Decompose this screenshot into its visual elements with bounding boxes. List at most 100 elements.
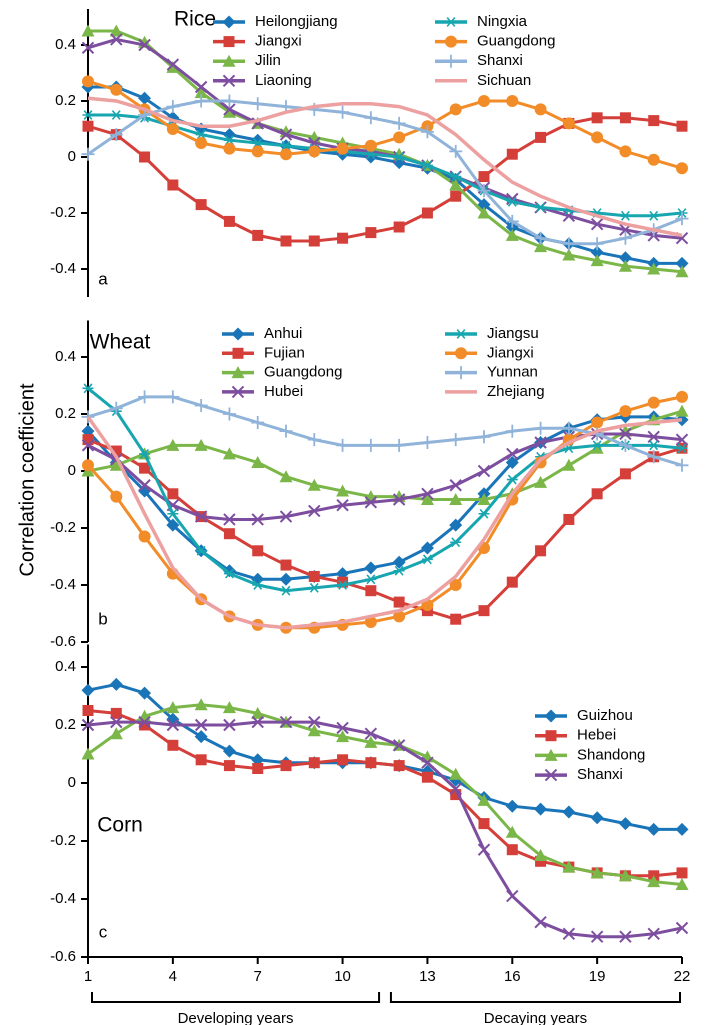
marker xyxy=(280,148,292,161)
marker xyxy=(166,701,180,714)
marker xyxy=(563,513,575,525)
marker xyxy=(251,706,265,719)
marker xyxy=(545,730,557,742)
marker xyxy=(280,235,292,247)
series-line xyxy=(87,79,683,170)
marker xyxy=(619,112,631,124)
marker xyxy=(336,438,350,452)
marker xyxy=(232,347,244,359)
y-tick-label: 0.4 xyxy=(55,36,76,53)
y-tick-label: -0.2 xyxy=(50,519,76,536)
marker xyxy=(336,484,350,497)
marker xyxy=(619,427,632,441)
marker xyxy=(223,760,235,772)
marker xyxy=(535,855,547,867)
x-tick-label: 7 xyxy=(254,968,262,985)
marker xyxy=(619,405,632,418)
marker xyxy=(81,439,95,452)
marker xyxy=(280,585,292,596)
marker xyxy=(81,147,95,161)
marker xyxy=(195,129,207,140)
marker xyxy=(279,424,293,438)
marker xyxy=(231,366,245,379)
marker xyxy=(280,760,292,772)
marker xyxy=(647,927,660,941)
marker xyxy=(194,718,208,732)
marker xyxy=(364,616,377,629)
marker xyxy=(279,470,293,483)
marker xyxy=(194,80,208,94)
marker xyxy=(364,438,378,452)
marker xyxy=(562,860,576,873)
marker xyxy=(449,178,463,191)
legend-label: Jilin xyxy=(255,52,281,69)
marker xyxy=(534,240,548,253)
marker xyxy=(222,447,236,460)
marker xyxy=(223,215,235,227)
marker xyxy=(618,869,632,882)
legend-label: Jiangsu xyxy=(487,325,539,342)
marker xyxy=(591,416,604,429)
marker xyxy=(308,235,320,247)
y-tick-label: 0.4 xyxy=(55,348,76,365)
marker xyxy=(393,221,405,233)
marker xyxy=(223,568,235,579)
series-line xyxy=(87,116,683,243)
panel-title: Wheat xyxy=(90,331,151,354)
marker xyxy=(675,212,689,226)
marker xyxy=(223,718,236,732)
marker xyxy=(534,915,547,929)
marker xyxy=(195,545,207,556)
marker xyxy=(506,474,518,485)
marker xyxy=(81,718,95,732)
legend-label: Heilongjiang xyxy=(255,13,338,30)
marker xyxy=(544,748,558,761)
marker xyxy=(647,262,661,275)
marker xyxy=(365,757,377,769)
span-label: Decaying years xyxy=(484,1010,587,1025)
marker xyxy=(648,210,660,221)
marker xyxy=(505,455,519,469)
marker xyxy=(166,58,180,71)
marker xyxy=(139,151,151,163)
marker xyxy=(166,518,180,532)
marker xyxy=(455,347,467,360)
legend-label: Anhui xyxy=(264,325,302,342)
marker xyxy=(337,232,349,244)
y-tick-label: -0.4 xyxy=(50,260,76,277)
marker xyxy=(308,570,320,582)
marker xyxy=(534,421,548,435)
series-line xyxy=(87,409,683,501)
series-line xyxy=(87,438,683,621)
marker xyxy=(534,475,548,488)
marker xyxy=(138,38,151,52)
marker xyxy=(167,488,179,500)
x-tick-label: 19 xyxy=(589,968,606,985)
marker xyxy=(223,142,236,155)
panel-label: b xyxy=(98,609,107,628)
marker xyxy=(308,757,320,769)
marker xyxy=(308,582,320,593)
marker xyxy=(619,930,632,943)
marker xyxy=(222,744,236,758)
y-tick-label: -0.2 xyxy=(50,832,76,849)
legend-label: Guangdong xyxy=(477,33,555,50)
marker xyxy=(110,110,122,120)
legend-label: Jiangxi xyxy=(255,33,302,50)
marker xyxy=(82,459,94,472)
marker xyxy=(534,436,547,449)
panel-title: Rice xyxy=(174,8,216,31)
marker xyxy=(449,479,462,492)
marker xyxy=(194,94,208,108)
marker xyxy=(195,137,208,149)
marker xyxy=(449,518,463,532)
y-axis-label: Correlation coefficient xyxy=(16,383,38,577)
marker xyxy=(647,450,661,464)
marker xyxy=(364,496,378,509)
marker xyxy=(336,105,350,119)
marker xyxy=(82,75,94,88)
marker xyxy=(647,396,660,409)
marker xyxy=(82,120,94,132)
legend-label: Hebei xyxy=(577,727,616,744)
